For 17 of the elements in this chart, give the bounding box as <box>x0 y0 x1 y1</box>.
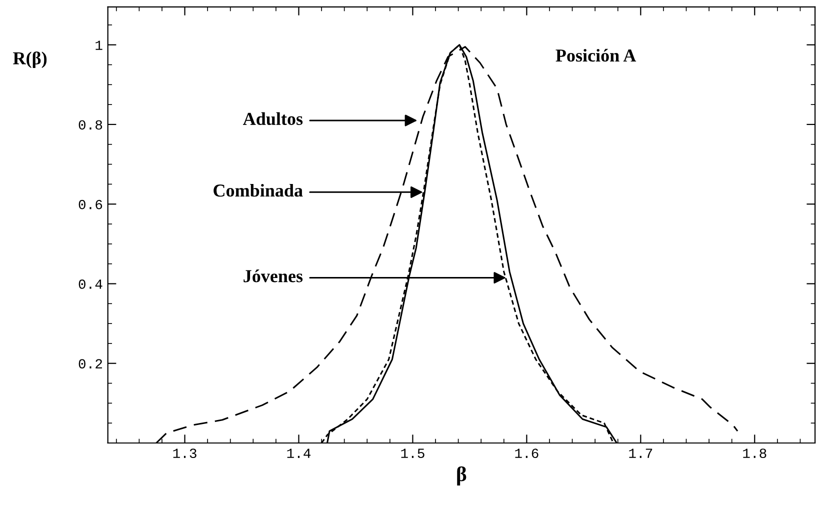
x-axis-title: β <box>457 466 466 486</box>
x-tick-label: 1.6 <box>515 448 538 458</box>
y-tick-label: 0.8 <box>78 120 102 130</box>
x-tick-label: 1.5 <box>401 448 424 458</box>
y-tick-label: 0.2 <box>78 359 102 369</box>
x-tick-label: 1.4 <box>287 448 311 458</box>
annotation: Combinada <box>214 184 303 197</box>
x-tick-label: 1.7 <box>629 448 652 458</box>
x-tick-label: 1.3 <box>173 448 196 458</box>
y-tick-label: 0.6 <box>78 200 102 210</box>
annotation: Posición A <box>556 48 636 62</box>
x-tick-label: 1.8 <box>743 448 766 458</box>
y-tick-label: 0.4 <box>78 279 102 289</box>
annotation: Adultos <box>243 112 303 126</box>
annotation: Jóvenes <box>244 270 303 282</box>
y-axis-title: R(β) <box>13 51 47 68</box>
y-tick-label: 1 <box>96 40 102 50</box>
